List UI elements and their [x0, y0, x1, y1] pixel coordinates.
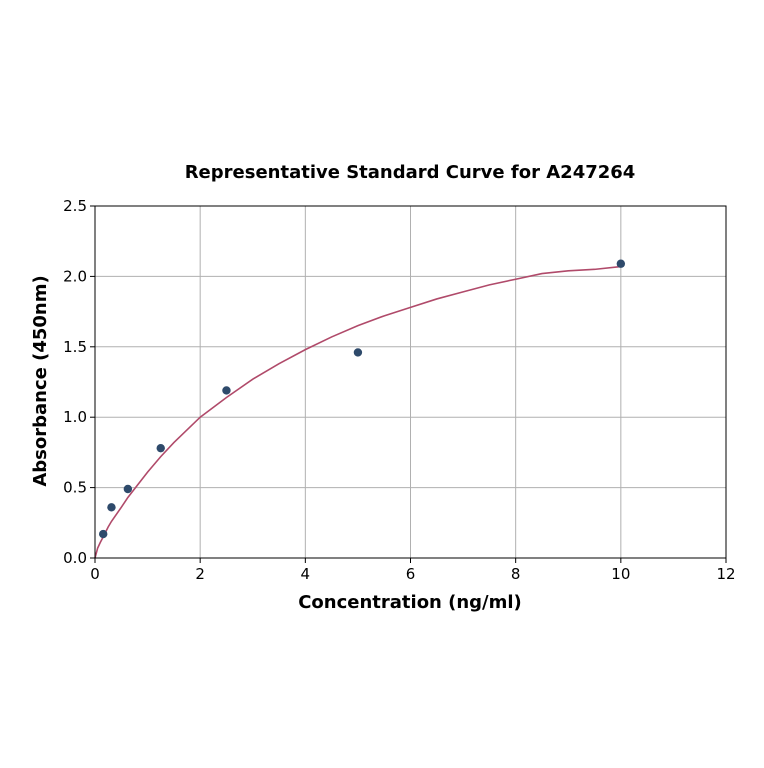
x-tick-label: 4: [301, 565, 311, 583]
x-axis-label: Concentration (ng/ml): [298, 592, 522, 613]
data-point: [156, 443, 165, 453]
y-tick-label: 1.5: [63, 338, 87, 356]
fit-curve: [94, 265, 621, 559]
data-point: [123, 484, 133, 494]
y-axis-label: Absorbance (450nm): [30, 275, 51, 486]
fit-curve-layer: [94, 265, 621, 559]
data-point: [222, 386, 231, 395]
x-tick-label: 8: [511, 565, 521, 583]
data-point: [353, 348, 363, 357]
x-tick-label: 0: [90, 565, 100, 583]
data-points-layer: [99, 259, 626, 539]
y-tick-label: 1.0: [63, 408, 87, 426]
y-tick-label: 2.5: [63, 197, 87, 215]
data-point: [616, 259, 626, 268]
y-tick-label: 2.0: [63, 267, 87, 285]
chart-title: Representative Standard Curve for A24726…: [185, 162, 636, 183]
x-tick-label: 2: [195, 565, 205, 583]
y-axis-ticks: 0.0 0.5 1.0 1.5 2.0 2.5: [63, 197, 95, 567]
x-axis-ticks: 0 2 4 6 8 10 12: [90, 558, 736, 583]
data-point: [99, 529, 108, 539]
y-tick-label: 0.5: [63, 479, 87, 497]
data-point: [107, 503, 116, 512]
x-tick-label: 10: [611, 565, 630, 583]
grid-lines: [94, 205, 727, 559]
y-tick-label: 0.0: [63, 549, 87, 567]
x-tick-label: 12: [716, 565, 735, 583]
x-tick-label: 6: [406, 565, 416, 583]
